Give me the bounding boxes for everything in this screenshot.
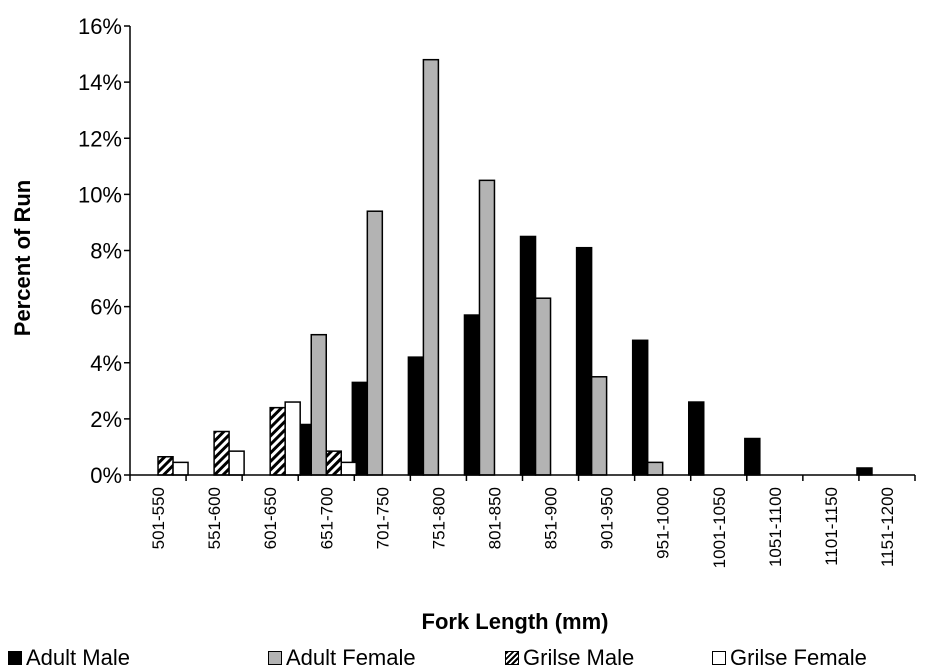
bar-adult-male-801-850: [463, 314, 481, 476]
x-axis-title: Fork Length (mm): [422, 609, 609, 634]
axes-group: 0% 2% 4% 6% 8% 10% 12% 14% 16% 501-550 551-600 601-…: [78, 14, 916, 568]
bar-adult-female-801-850: [478, 179, 496, 476]
x-tick-label: 1051-1100: [766, 487, 785, 567]
bar-adult-female-851-900: [534, 297, 552, 476]
bar-grilse-male-651-700: [325, 450, 342, 476]
bar-adult-male-851-900: [519, 235, 537, 476]
x-tick-label: 901-950: [598, 487, 617, 549]
x-tick-label: 1001-1050: [710, 487, 729, 568]
bar-adult-female-701-750: [366, 210, 384, 476]
hatched-square-icon: [505, 651, 519, 665]
bar-grilse-male-501-550: [157, 456, 174, 476]
bar-adult-male-751-800: [407, 356, 425, 476]
x-tick-label: 1151-1200: [878, 487, 897, 567]
gray-square-icon: [268, 651, 282, 665]
x-tick-label: 501-550: [149, 487, 168, 549]
bar-adult-male-701-750: [351, 381, 369, 476]
y-tick-label: 12%: [78, 126, 122, 151]
bar-adult-male-901-950: [575, 246, 593, 476]
bar-adult-female-751-800: [422, 58, 440, 476]
legend-label: Adult Female: [286, 645, 416, 670]
x-tick-label: 951-1000: [654, 487, 673, 559]
bar-grilse-female-501-550: [172, 461, 189, 476]
bar-grilse-female-551-600: [228, 450, 245, 476]
bar-grilse-male-601-650: [269, 406, 286, 476]
bar-grilse-female-651-700: [340, 461, 357, 476]
y-tick-label: 8%: [90, 239, 122, 264]
bar-adult-female-951-1000: [646, 461, 664, 476]
y-tick-label: 14%: [78, 70, 122, 95]
bar-adult-male-1151-1200: [856, 467, 873, 476]
bar-adult-male-1051-1100: [744, 437, 761, 476]
x-tick-label: 551-600: [205, 487, 224, 549]
x-tick-label: 1101-1150: [822, 487, 841, 566]
bar-adult-female-651-700: [310, 333, 327, 476]
bars-group: [157, 58, 873, 476]
x-tick-label: 651-700: [317, 487, 336, 549]
legend-label: Grilse Male: [523, 645, 635, 670]
bar-adult-female-901-950: [590, 376, 608, 476]
legend-item-adult-female: Adult Female: [268, 645, 416, 671]
bar-adult-male-1001-1050: [688, 401, 705, 476]
black-square-icon: [8, 651, 22, 665]
x-tick-label: 751-800: [429, 487, 448, 549]
y-tick-label: 0%: [90, 463, 122, 488]
y-axis-title: Percent of Run: [10, 180, 35, 336]
x-tick-label: 801-850: [485, 487, 504, 549]
bar-grilse-female-601-650: [284, 401, 301, 476]
y-tick-label: 6%: [90, 295, 122, 320]
y-tick-label: 10%: [78, 182, 122, 207]
legend-item-grilse-female: Grilse Female: [712, 645, 867, 671]
x-tick-label: 701-750: [373, 487, 392, 549]
y-tick-label: 16%: [78, 14, 122, 39]
x-tick-label: 851-900: [542, 487, 561, 549]
x-tick-label: 601-650: [261, 487, 280, 549]
legend-item-grilse-male: Grilse Male: [505, 645, 634, 671]
bar-grilse-male-551-600: [213, 430, 230, 476]
bar-adult-male-951-1000: [631, 339, 649, 476]
y-tick-label: 4%: [90, 351, 122, 376]
white-square-icon: [712, 651, 726, 665]
legend: Adult Male Adult Female Grilse Male Gril…: [0, 645, 926, 671]
chart: 0% 2% 4% 6% 8% 10% 12% 14% 16% 501-550 551-600 601-…: [10, 14, 916, 634]
legend-label: Adult Male: [26, 645, 130, 670]
y-tick-label: 2%: [90, 407, 122, 432]
legend-label: Grilse Female: [730, 645, 867, 670]
legend-item-adult-male: Adult Male: [8, 645, 130, 671]
